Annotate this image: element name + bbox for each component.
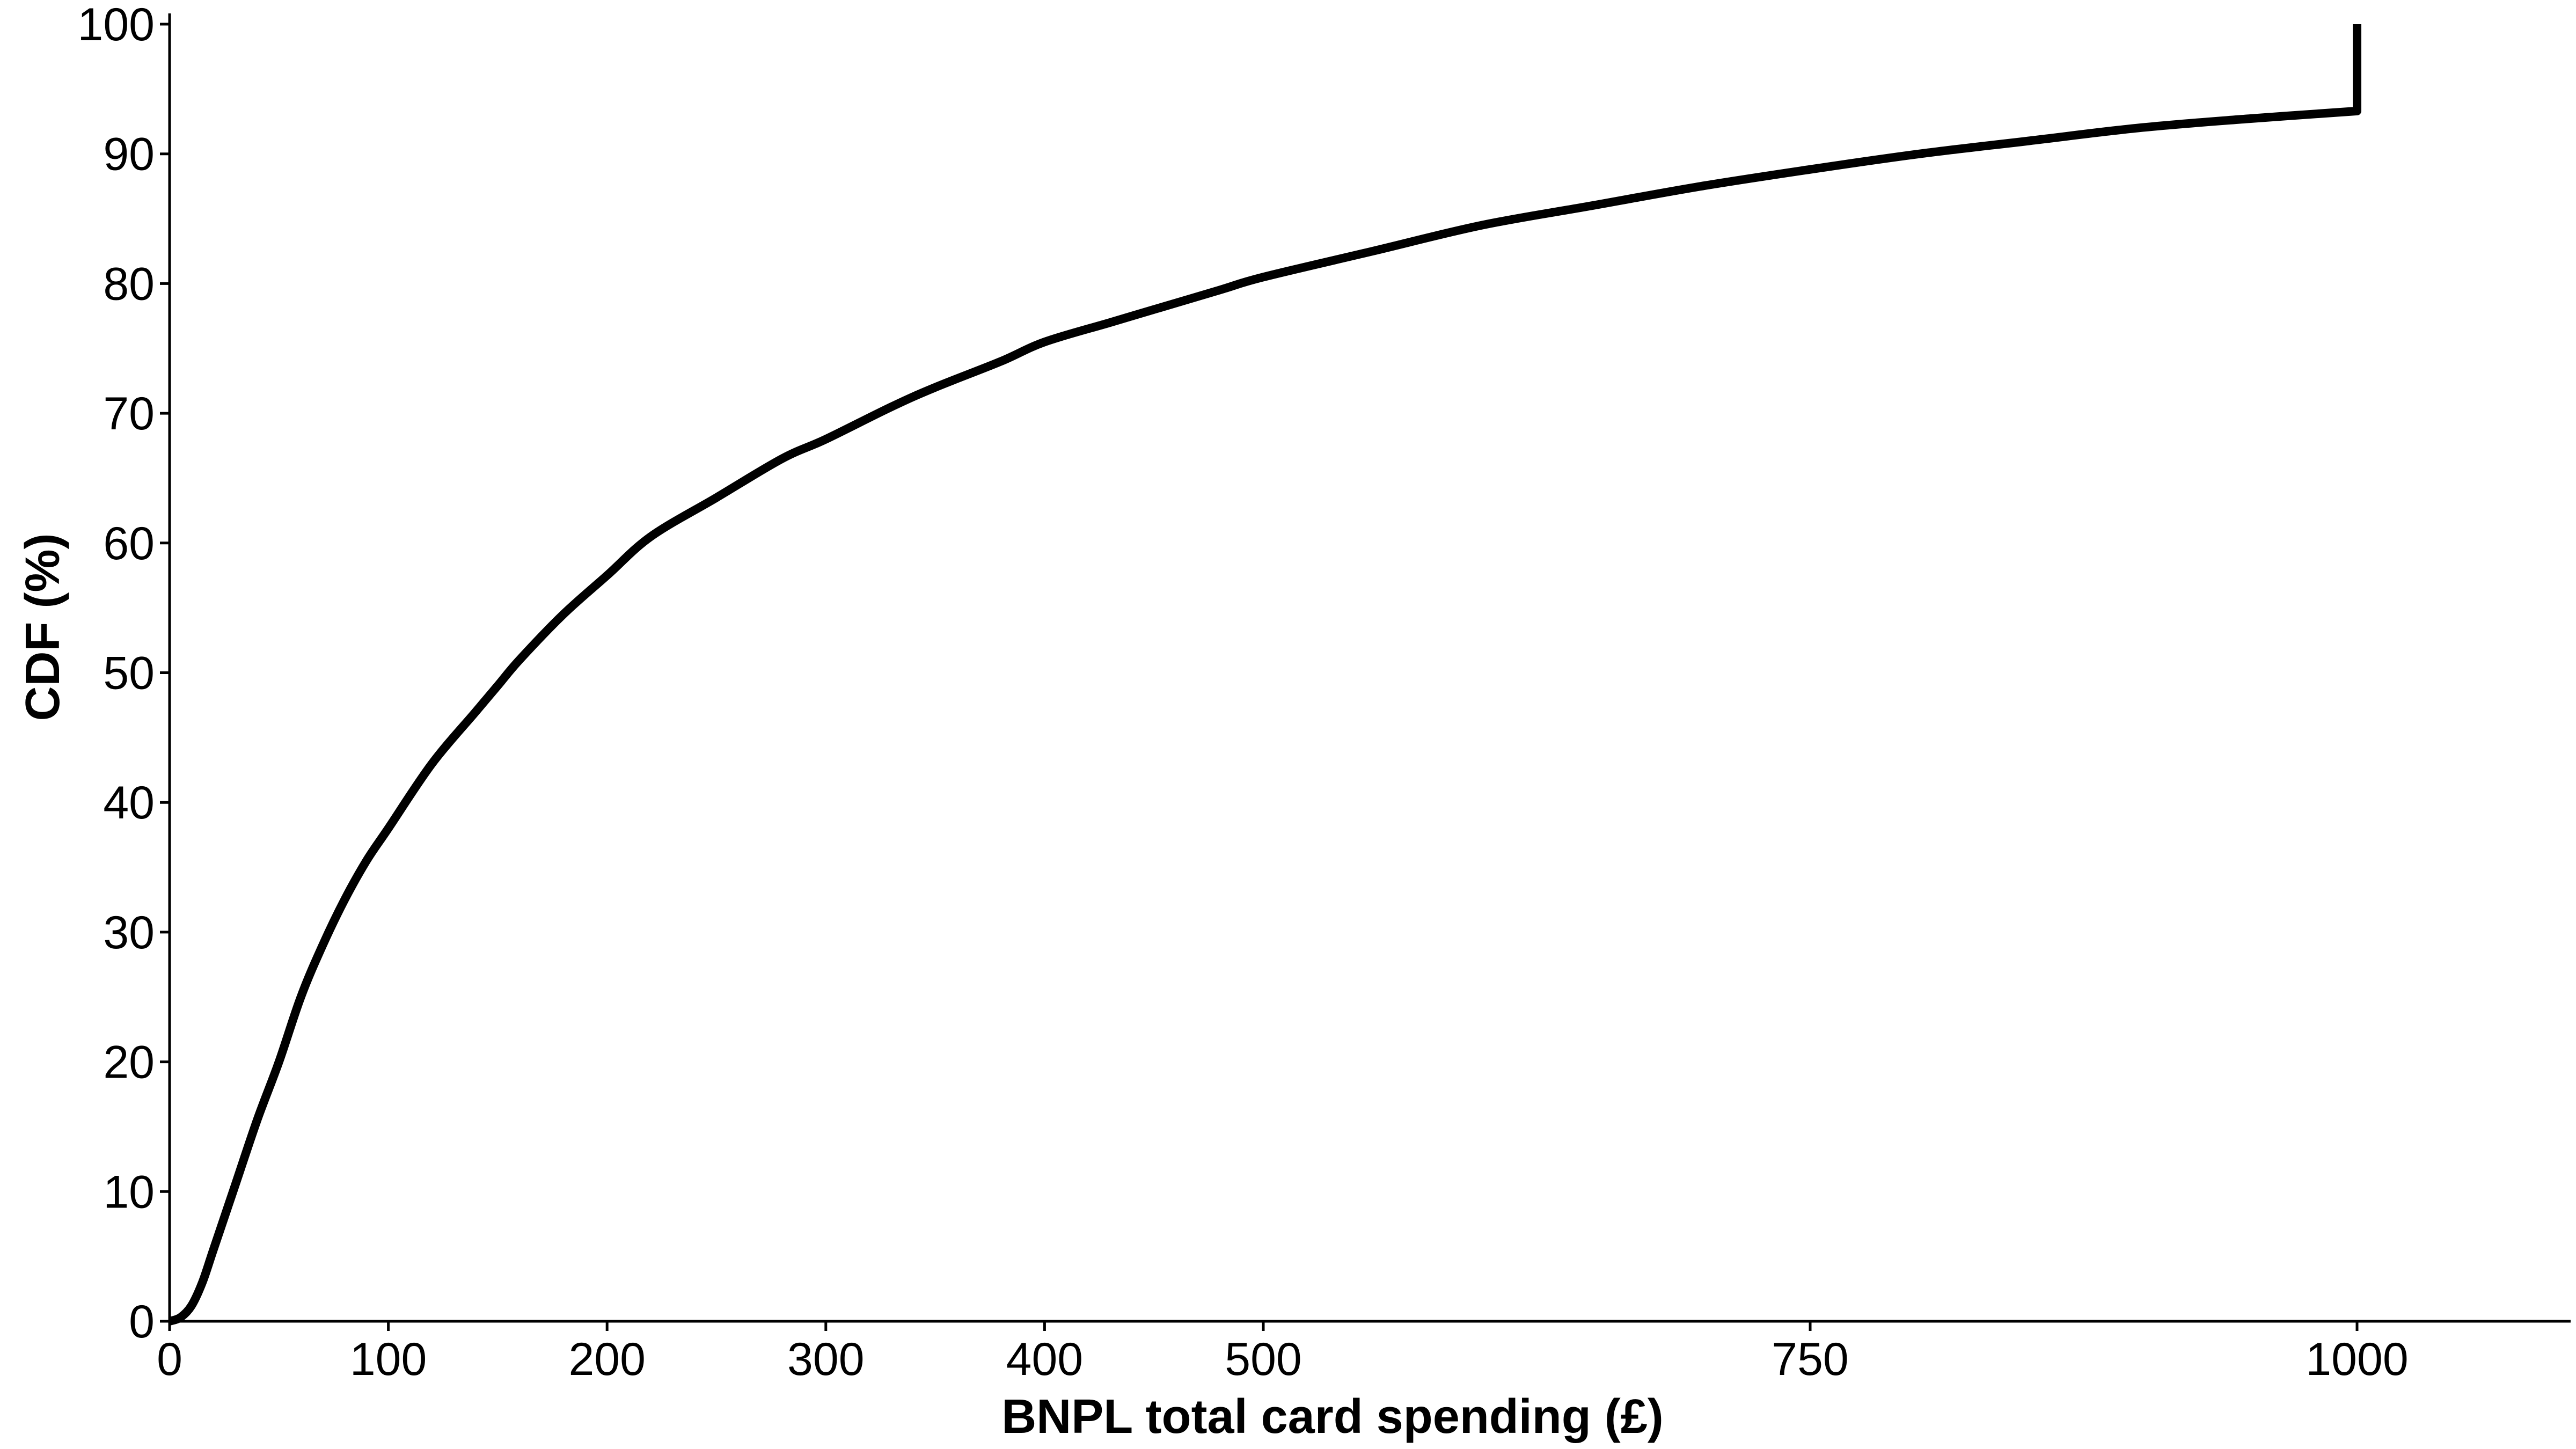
y-axis-title: CDF (%) [16, 533, 70, 721]
y-tick-label: 0 [129, 1296, 155, 1348]
cdf-series-line [168, 24, 2361, 1326]
y-tick-label: 100 [78, 0, 155, 50]
y-tick-label: 80 [103, 258, 155, 310]
x-tick-label: 500 [1225, 1334, 1302, 1385]
y-tick-label: 70 [103, 388, 155, 440]
y-tick-label: 40 [103, 777, 155, 829]
x-tick-label: 400 [1006, 1334, 1084, 1385]
x-tick-label: 100 [350, 1334, 427, 1385]
y-axis-ticks: 0 10 20 30 40 50 60 70 80 90 100 [78, 0, 170, 1348]
x-axis-title: BNPL total card spending (£) [1001, 1390, 1663, 1444]
x-tick-label: 1000 [2306, 1334, 2408, 1385]
x-tick-label: 200 [568, 1334, 646, 1385]
y-tick-label: 60 [103, 518, 155, 569]
x-axis-ticks: 0 100 200 300 400 500 750 1000 [157, 1321, 2409, 1385]
x-tick-label: 750 [1772, 1334, 1849, 1385]
axes [168, 13, 2571, 1323]
y-tick-label: 50 [103, 648, 155, 699]
x-tick-label: 0 [157, 1334, 182, 1385]
y-tick-label: 20 [103, 1037, 155, 1088]
x-tick-label: 300 [787, 1334, 865, 1385]
y-tick-label: 30 [103, 907, 155, 958]
y-tick-label: 90 [103, 129, 155, 180]
y-tick-label: 10 [103, 1166, 155, 1218]
